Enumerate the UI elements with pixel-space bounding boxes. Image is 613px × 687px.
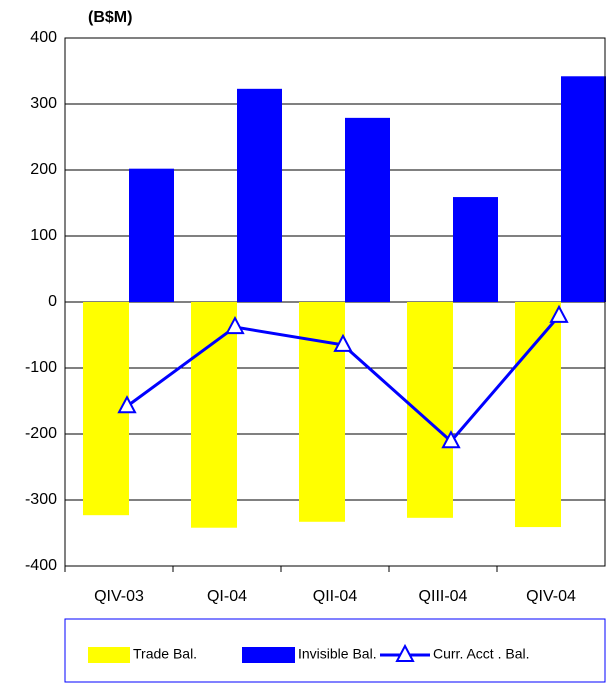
x-tick-label: QIV-03 xyxy=(94,588,144,605)
legend-label: Invisible Bal. xyxy=(298,646,377,662)
y-tick-label: 400 xyxy=(30,29,57,46)
y-tick-label: 200 xyxy=(30,161,57,178)
legend-swatch xyxy=(242,647,295,663)
bar xyxy=(299,302,345,522)
y-tick-label: -300 xyxy=(25,491,57,508)
x-tick-label: QII-04 xyxy=(313,588,358,605)
line-marker xyxy=(225,315,245,335)
x-tick-label: QIII-04 xyxy=(419,588,468,605)
legend-marker xyxy=(395,643,415,662)
y-tick-label: 300 xyxy=(30,95,57,112)
bar xyxy=(561,76,606,302)
bar xyxy=(129,168,174,302)
line-marker xyxy=(549,304,569,323)
x-tick-label: QI-04 xyxy=(207,588,247,605)
y-tick-label: 100 xyxy=(30,227,57,244)
bar xyxy=(453,197,498,302)
bar xyxy=(191,302,237,528)
legend-swatch xyxy=(88,647,130,663)
x-tick-label: QIV-04 xyxy=(526,588,576,605)
bar xyxy=(237,88,282,302)
y-tick-label: -100 xyxy=(25,359,57,376)
line-marker xyxy=(441,430,461,449)
y-tick-label: -400 xyxy=(25,557,57,574)
plot-border xyxy=(64,37,606,567)
y-axis-label: (B$M) xyxy=(88,9,132,26)
legend-label: Trade Bal. xyxy=(133,646,197,662)
legend-box xyxy=(64,618,606,683)
bar xyxy=(345,117,390,302)
line-marker xyxy=(333,333,353,352)
legend-label: Curr. Acct . Bal. xyxy=(433,646,529,662)
y-tick-label: -200 xyxy=(25,425,57,442)
y-tick-label: 0 xyxy=(48,293,57,310)
line-marker xyxy=(117,395,137,414)
bar xyxy=(515,302,561,528)
